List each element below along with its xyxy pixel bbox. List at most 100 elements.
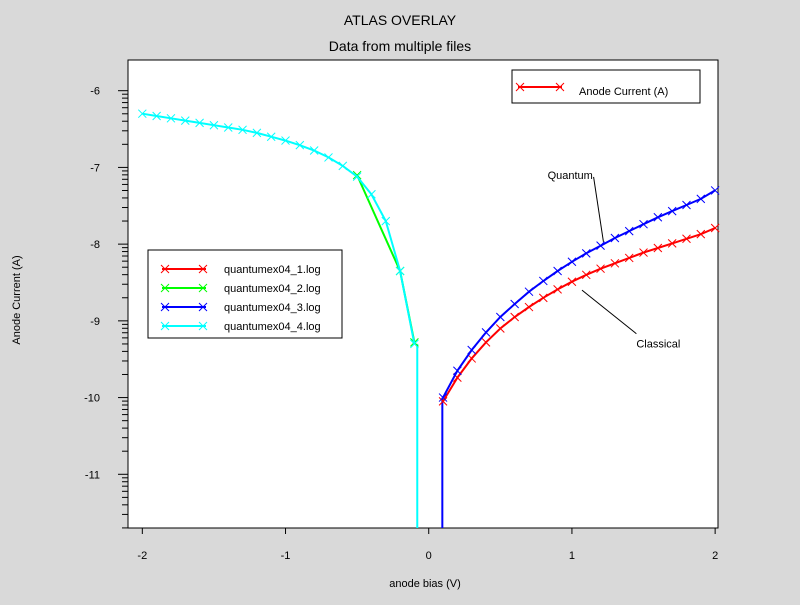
data-point xyxy=(495,312,505,322)
data-point xyxy=(624,226,634,236)
data-point xyxy=(338,161,348,171)
chart-title: ATLAS OVERLAY xyxy=(344,12,457,28)
legend-entry: quantumex04_1.log xyxy=(160,264,321,276)
data-point xyxy=(324,153,333,162)
legend-marker xyxy=(198,264,208,274)
data-point xyxy=(710,186,720,195)
data-point xyxy=(309,146,319,155)
y-axis-label: Anode Current (A) xyxy=(11,255,23,344)
data-point xyxy=(596,241,605,251)
data-point xyxy=(524,287,534,297)
axes: -6-7-8-9-10-11-2 -1 0 1 2 xyxy=(84,86,718,562)
data-point xyxy=(152,111,161,121)
series-lines xyxy=(137,109,720,528)
data-point xyxy=(510,299,520,309)
data-point xyxy=(581,248,591,258)
data-point xyxy=(395,266,405,276)
data-point xyxy=(710,223,720,233)
data-point xyxy=(581,270,591,280)
data-point xyxy=(252,128,262,138)
legend-marker xyxy=(160,321,170,331)
data-point xyxy=(553,266,562,276)
annotations: Quantum Classical xyxy=(548,170,681,351)
data-point xyxy=(639,219,648,229)
legend-marker xyxy=(198,321,208,331)
data-point xyxy=(467,354,477,363)
data-point xyxy=(653,212,663,222)
data-point xyxy=(266,132,276,142)
legend-marker xyxy=(198,283,208,293)
x-tick-label: -2 xyxy=(137,550,147,562)
x-tick-label: 0 xyxy=(426,550,432,562)
data-point xyxy=(682,200,691,210)
data-point xyxy=(352,170,362,180)
data-point xyxy=(696,194,706,204)
data-point xyxy=(166,113,176,123)
legend-entry: quantumex04_3.log xyxy=(160,302,321,314)
legend-files: quantumex04_1.log quantumex04_2.logquantu… xyxy=(147,249,343,339)
y-tick-label: -10 xyxy=(84,393,100,405)
data-point xyxy=(180,116,190,125)
data-point xyxy=(438,397,448,406)
data-point xyxy=(538,293,548,303)
data-point xyxy=(696,229,706,239)
y-tick-label: -8 xyxy=(90,239,100,251)
legend-label: quantumex04_2.log xyxy=(224,283,321,295)
data-point xyxy=(567,257,577,267)
data-point xyxy=(209,120,219,130)
data-point xyxy=(524,302,534,312)
data-point xyxy=(381,216,391,226)
data-point xyxy=(538,276,548,286)
legend-top-label: Anode Current (A) xyxy=(579,86,668,98)
data-point xyxy=(281,136,290,145)
data-point xyxy=(453,366,462,376)
data-point xyxy=(610,258,620,268)
data-point xyxy=(653,243,663,253)
data-point xyxy=(467,345,477,355)
data-point xyxy=(410,339,419,349)
annotation-quantum: Quantum xyxy=(548,170,593,182)
y-tick-label: -11 xyxy=(85,469,100,481)
legend-top-right: Anode Current (A) xyxy=(511,69,701,104)
data-point xyxy=(137,109,147,119)
legend-marker xyxy=(160,283,170,293)
data-point xyxy=(596,264,605,274)
data-point xyxy=(367,189,376,199)
annotation-pointer xyxy=(581,289,637,335)
legend-marker xyxy=(160,264,170,274)
data-point xyxy=(481,337,491,347)
data-point xyxy=(667,206,677,216)
chart-subtitle: Data from multiple files xyxy=(329,38,471,54)
data-point xyxy=(553,285,562,294)
data-point xyxy=(195,118,204,128)
x-tick-label: 1 xyxy=(569,550,575,562)
legend-top-marker xyxy=(555,82,565,92)
data-point xyxy=(567,277,577,287)
annotation-pointer xyxy=(593,176,604,242)
data-point xyxy=(438,393,448,402)
y-tick-label: -9 xyxy=(90,316,100,328)
legend-top-marker xyxy=(515,82,525,92)
legend-marker xyxy=(198,302,208,312)
data-point xyxy=(639,248,648,257)
data-point xyxy=(238,125,247,135)
legend-entry: quantumex04_2.log xyxy=(160,283,321,295)
data-point xyxy=(352,172,362,181)
series-quantumex04-3-log xyxy=(438,186,720,402)
data-point xyxy=(481,328,491,337)
legend-entry: quantumex04_4.log xyxy=(160,321,321,333)
legend-label: quantumex04_3.log xyxy=(224,302,321,314)
data-point xyxy=(667,239,677,248)
legend-label: quantumex04_4.log xyxy=(224,321,321,333)
x-axis-label: anode bias (V) xyxy=(389,578,461,590)
series-quantumex04-1-log xyxy=(438,223,720,406)
x-tick-label: -1 xyxy=(281,550,291,562)
data-point xyxy=(610,233,620,243)
y-tick-label: -7 xyxy=(90,162,100,174)
annotation-classical: Classical xyxy=(636,339,680,351)
data-point xyxy=(295,140,305,150)
data-point xyxy=(624,253,634,263)
data-point xyxy=(510,312,520,322)
